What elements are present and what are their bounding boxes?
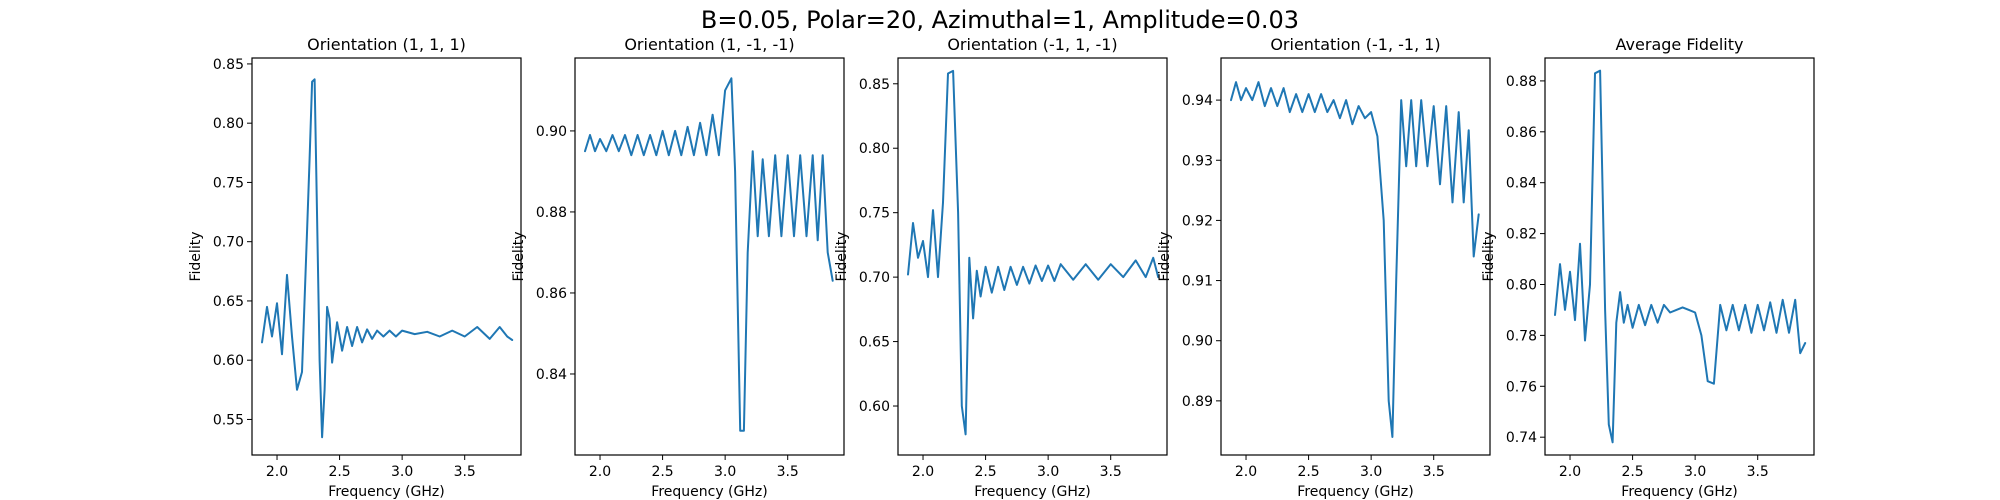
- y-tick-label: 0.70: [213, 235, 244, 251]
- y-tick-label: 0.90: [536, 124, 567, 140]
- x-axis-label: Frequency (GHz): [974, 484, 1090, 500]
- y-tick-label: 0.55: [213, 412, 244, 428]
- y-tick-label: 0.65: [213, 294, 244, 310]
- x-tick-label: 2.0: [1559, 464, 1581, 480]
- y-tick-label: 0.84: [536, 367, 567, 383]
- figure-title: B=0.05, Polar=20, Azimuthal=1, Amplitude…: [701, 6, 1299, 34]
- y-tick-label: 0.86: [1506, 125, 1537, 141]
- x-tick-label: 2.0: [266, 464, 288, 480]
- subplot-5: 2.0 2.5 3.0 3.5 0.74 0.76 0.78 0.80 0.82 0.84 0.86…: [1481, 35, 1815, 500]
- y-tick-label: 0.85: [213, 57, 244, 73]
- x-tick-label: 2.5: [1297, 464, 1319, 480]
- x-tick-label: 3.0: [714, 464, 736, 480]
- subplot-1: 2.0 2.5 3.0 3.5 0.55 0.60 0.65 0.70 0.75 0.80 0.85…: [188, 35, 522, 500]
- axes-frame: [897, 57, 1168, 456]
- y-tick-label: 0.92: [1182, 213, 1213, 229]
- subplot-title: Orientation (-1, 1, -1): [947, 35, 1117, 54]
- x-axis-label: Frequency (GHz): [651, 484, 767, 500]
- series-line: [1554, 69, 1807, 444]
- series-line: [584, 77, 834, 432]
- subplot-title: Average Fidelity: [1616, 35, 1744, 54]
- x-axis-label: Frequency (GHz): [1621, 484, 1737, 500]
- x-tick-label: 2.5: [1621, 464, 1643, 480]
- y-tick-label: 0.70: [859, 270, 890, 286]
- x-tick-label: 3.0: [1684, 464, 1706, 480]
- subplots: 2.0 2.5 3.0 3.5 0.55 0.60 0.65 0.70 0.75 0.80 0.85…: [188, 35, 1815, 500]
- x-tick-label: 2.5: [328, 464, 350, 480]
- y-tick-label: 0.60: [859, 399, 890, 415]
- x-tick-label: 3.5: [1747, 464, 1769, 480]
- subplot-title: Orientation (1, -1, -1): [624, 35, 794, 54]
- y-axis-label: Fidelity: [834, 232, 850, 282]
- subplot-4: 2.0 2.5 3.0 3.5 0.89 0.90 0.91 0.92 0.93 0.94 Orie…: [1157, 35, 1491, 500]
- x-tick-label: 3.5: [777, 464, 799, 480]
- x-tick-label: 2.0: [589, 464, 611, 480]
- axes-frame: [1220, 57, 1491, 456]
- y-tick-label: 0.85: [859, 77, 890, 93]
- y-tick-label: 0.90: [1182, 334, 1213, 350]
- x-tick-label: 2.0: [1235, 464, 1257, 480]
- x-tick-label: 3.0: [1037, 464, 1059, 480]
- y-axis-label: Fidelity: [1157, 232, 1173, 282]
- y-tick-label: 0.76: [1506, 379, 1537, 395]
- x-tick-label: 2.5: [651, 464, 673, 480]
- y-tick-label: 0.88: [536, 205, 567, 221]
- y-tick-label: 0.75: [859, 206, 890, 222]
- axes-frame: [574, 57, 845, 456]
- series-line: [907, 69, 1160, 436]
- y-axis-label: Fidelity: [1481, 232, 1497, 282]
- y-tick-label: 0.88: [1506, 74, 1537, 90]
- x-axis-label: Frequency (GHz): [1297, 484, 1413, 500]
- y-tick-label: 0.60: [213, 353, 244, 369]
- x-tick-label: 2.0: [912, 464, 934, 480]
- y-tick-label: 0.80: [213, 116, 244, 132]
- y-tick-label: 0.80: [859, 141, 890, 157]
- x-tick-label: 3.5: [1100, 464, 1122, 480]
- y-tick-label: 0.94: [1182, 93, 1213, 109]
- subplot-title: Orientation (-1, -1, 1): [1270, 35, 1440, 54]
- y-axis-label: Fidelity: [511, 232, 527, 282]
- y-tick-label: 0.84: [1506, 176, 1537, 192]
- series-line: [1230, 81, 1480, 438]
- y-tick-label: 0.75: [213, 175, 244, 191]
- y-axis-label: Fidelity: [188, 232, 204, 282]
- x-tick-label: 3.0: [1360, 464, 1382, 480]
- y-tick-label: 0.74: [1506, 430, 1537, 446]
- axes-frame: [1544, 57, 1815, 456]
- x-tick-label: 2.5: [974, 464, 996, 480]
- series-line: [261, 78, 514, 439]
- y-tick-label: 0.86: [536, 286, 567, 302]
- x-tick-label: 3.5: [1423, 464, 1445, 480]
- subplot-2: 2.0 2.5 3.0 3.5 0.84 0.86 0.88 0.90 Orientation …: [511, 35, 845, 500]
- x-axis-label: Frequency (GHz): [328, 484, 444, 500]
- subplot-title: Orientation (1, 1, 1): [307, 35, 466, 54]
- y-tick-label: 0.65: [859, 335, 890, 351]
- y-tick-label: 0.80: [1506, 277, 1537, 293]
- x-tick-label: 3.0: [391, 464, 413, 480]
- y-tick-label: 0.78: [1506, 328, 1537, 344]
- axes-frame: [251, 57, 522, 456]
- y-tick-label: 0.93: [1182, 153, 1213, 169]
- subplot-3: 2.0 2.5 3.0 3.5 0.60 0.65 0.70 0.75 0.80 0.85 Orie…: [834, 35, 1168, 500]
- y-tick-label: 0.91: [1182, 274, 1213, 290]
- y-tick-label: 0.82: [1506, 227, 1537, 243]
- y-tick-label: 0.89: [1182, 394, 1213, 410]
- x-tick-label: 3.5: [454, 464, 476, 480]
